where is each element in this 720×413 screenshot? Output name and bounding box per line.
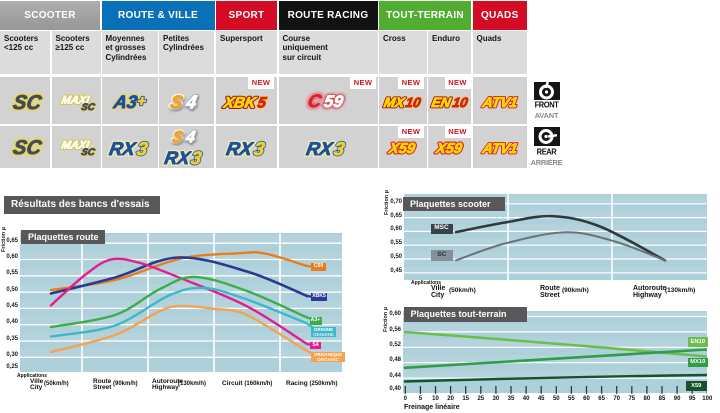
svg-text:MAXI: MAXI [61,140,91,152]
svg-text:A3: A3 [111,92,138,112]
svg-text:SC: SC [81,102,97,113]
svg-text:ATV1: ATV1 [480,140,519,156]
svg-text:SC: SC [81,147,97,158]
svg-text:SC: SC [81,102,97,113]
svg-text:RX: RX [305,138,336,159]
svg-text:S: S [171,128,185,146]
svg-text:3: 3 [190,148,204,168]
svg-text:MAXI: MAXI [61,95,91,107]
svg-text:3: 3 [190,148,204,168]
svg-text:RX: RX [163,148,192,168]
svg-text:ATV1: ATV1 [480,140,519,156]
svg-text:ATV1: ATV1 [480,94,519,110]
svg-text:SC: SC [11,92,43,114]
svg-text:X59: X59 [387,141,417,157]
svg-text:MAXI: MAXI [61,95,91,107]
svg-text:S: S [169,92,185,112]
svg-text:SC: SC [11,92,43,114]
svg-text:EN: EN [430,95,453,110]
svg-text:X59: X59 [434,141,464,157]
svg-text:ATV1: ATV1 [480,94,519,110]
svg-text:SC: SC [11,137,43,159]
svg-text:+: + [136,93,148,110]
svg-text:4: 4 [184,92,199,112]
svg-text:A3: A3 [111,92,138,112]
svg-text:EN: EN [430,95,453,110]
svg-text:RX: RX [225,138,256,159]
svg-text:XBK: XBK [222,95,259,112]
svg-text:C: C [306,90,324,111]
svg-text:3: 3 [332,138,347,159]
svg-text:MX: MX [383,95,407,110]
svg-text:X59: X59 [434,141,464,157]
svg-text:SC: SC [11,137,43,159]
svg-text:S: S [169,92,185,112]
svg-text:4: 4 [184,128,197,146]
svg-text:S: S [171,128,185,146]
svg-text:3: 3 [252,138,267,159]
svg-text:RX: RX [108,138,139,159]
svg-text:RX: RX [108,138,139,159]
svg-text:10: 10 [404,95,422,110]
svg-text:RX: RX [305,138,336,159]
svg-text:SC: SC [81,147,97,158]
svg-text:XBK: XBK [222,95,259,112]
svg-text:10: 10 [451,95,469,110]
svg-text:4: 4 [184,128,197,146]
svg-text:3: 3 [135,138,150,159]
svg-text:59: 59 [322,91,345,111]
svg-text:RX: RX [225,138,256,159]
svg-text:MX: MX [383,95,407,110]
svg-text:4: 4 [184,92,199,112]
svg-text:X59: X59 [387,141,417,157]
svg-text:5: 5 [256,95,268,112]
svg-text:MAXI: MAXI [61,140,91,152]
svg-text:10: 10 [404,95,422,110]
svg-text:RX: RX [163,148,192,168]
svg-text:10: 10 [451,95,469,110]
svg-text:59: 59 [322,91,345,111]
svg-text:C: C [306,90,324,111]
